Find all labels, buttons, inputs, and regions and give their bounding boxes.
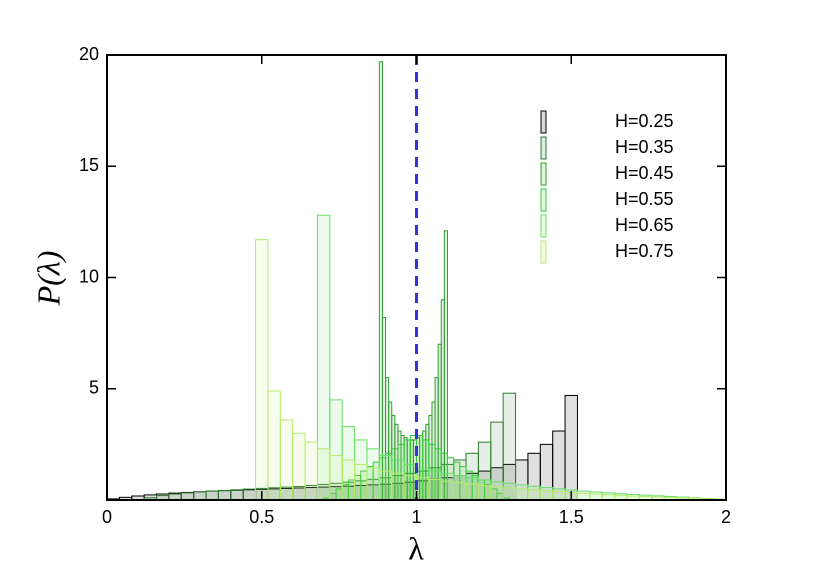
y-axis-label: P(λ) [30, 251, 66, 307]
bar [316, 448, 331, 501]
x-axis-label: λ [408, 530, 424, 566]
legend-swatch [540, 214, 547, 238]
bar [391, 472, 405, 501]
bar [217, 489, 232, 501]
legend-swatch [540, 240, 547, 264]
legend-swatch [540, 136, 547, 160]
y-tick-label: 15 [79, 155, 99, 175]
bar [477, 484, 492, 501]
legend-label: H=0.55 [615, 189, 674, 209]
bar [366, 467, 380, 501]
x-tick-label: 2 [721, 507, 731, 527]
bar [180, 492, 195, 501]
bar [527, 489, 541, 501]
bar [329, 455, 343, 501]
y-tick-label: 5 [89, 378, 99, 398]
legend-label: H=0.45 [615, 163, 674, 183]
bar [354, 463, 368, 501]
histogram-series [378, 61, 448, 501]
legend-label: H=0.35 [615, 137, 674, 157]
bar [539, 490, 554, 501]
legend-swatch [540, 188, 547, 212]
legend-label: H=0.65 [615, 215, 674, 235]
bar [564, 394, 578, 501]
bar [267, 390, 281, 501]
bar [440, 480, 455, 501]
bar [304, 441, 318, 501]
legend-swatch [540, 110, 547, 134]
bar [465, 483, 479, 501]
bar [341, 459, 356, 501]
x-tick-label: 0 [102, 507, 112, 527]
bar [279, 419, 294, 501]
bar [292, 432, 306, 501]
bar [428, 479, 442, 501]
x-tick-label: 1.5 [559, 507, 584, 527]
legend-label: H=0.25 [615, 111, 674, 131]
x-tick-label: 0.5 [249, 507, 274, 527]
bar [552, 491, 566, 501]
bar [502, 487, 517, 501]
bar [515, 488, 529, 501]
bar [205, 490, 219, 501]
legend-label: H=0.75 [615, 241, 674, 261]
bar [416, 477, 430, 501]
bar [230, 489, 244, 501]
bar [403, 475, 417, 501]
y-tick-label: 20 [79, 44, 99, 64]
bar [193, 491, 207, 501]
y-tick-label: 10 [79, 266, 99, 286]
bar [453, 482, 467, 501]
bar [576, 492, 591, 501]
bar [242, 488, 257, 501]
bar [255, 239, 269, 501]
bar [490, 486, 504, 501]
legend-swatch [540, 162, 547, 186]
bar [378, 470, 393, 501]
x-tick-label: 1 [411, 507, 421, 527]
